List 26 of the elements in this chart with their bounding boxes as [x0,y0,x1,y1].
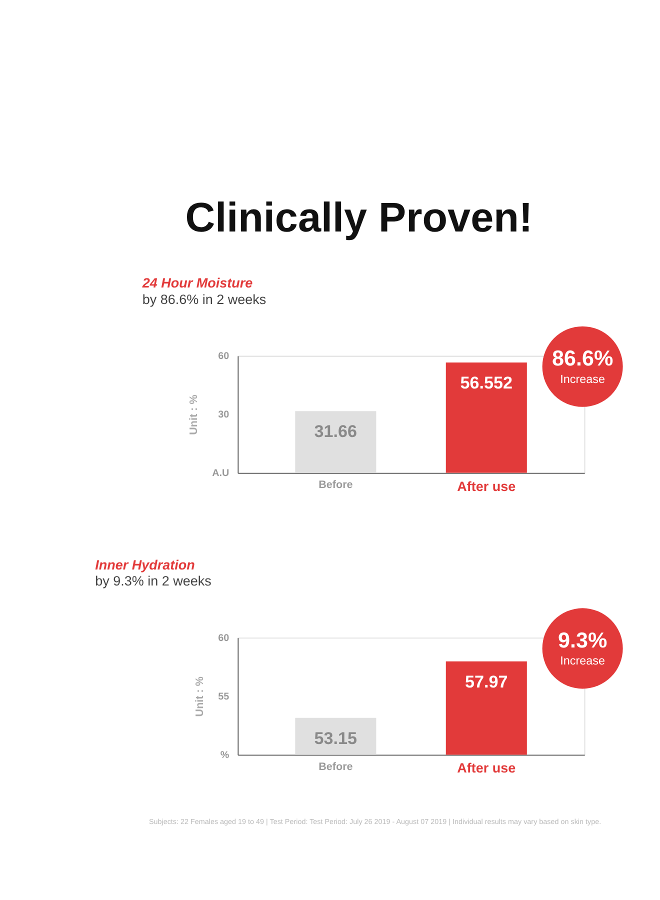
annotation: 9.3% [558,628,608,653]
annotation: 86.6% [552,346,614,371]
text: Subjects: 22 Females aged 19 to 49 | Test Period: Test Period: July 26 2019 - August 07 2019 | Individual results may vary based on skin type. [148,817,602,826]
x-tick-label: Before [318,479,353,492]
data-label: 56.552 [460,374,513,393]
x-tick-label: After use [457,760,516,776]
y-tick-label: % [220,750,230,761]
data-label: 31.66 [314,422,358,442]
y-tick-label: A.U [212,468,230,480]
y-axis-title: Unit : % [194,676,206,717]
annotation: Increase [560,372,605,386]
y-axis-title: Unit : % [188,394,200,435]
y-tick-label: 60 [218,350,230,362]
chart-title: 24 Hour Moisture [141,276,254,291]
chart-subtitle: by 9.3% in 2 weeks [95,574,212,589]
chart-subtitle: by 86.6% in 2 weeks [142,292,266,307]
annotation: Increase [560,654,605,668]
y-tick-label: 30 [218,409,230,420]
x-tick-label: After use [457,478,516,494]
data-label: 57.97 [465,672,508,692]
chart-title: Inner Hydration [95,557,195,572]
y-tick-label: 60 [218,632,230,644]
text: Clinically Proven! [185,194,533,240]
data-label: 53.15 [314,728,358,748]
y-tick-label: 55 [218,691,230,702]
x-tick-label: Before [318,761,353,773]
